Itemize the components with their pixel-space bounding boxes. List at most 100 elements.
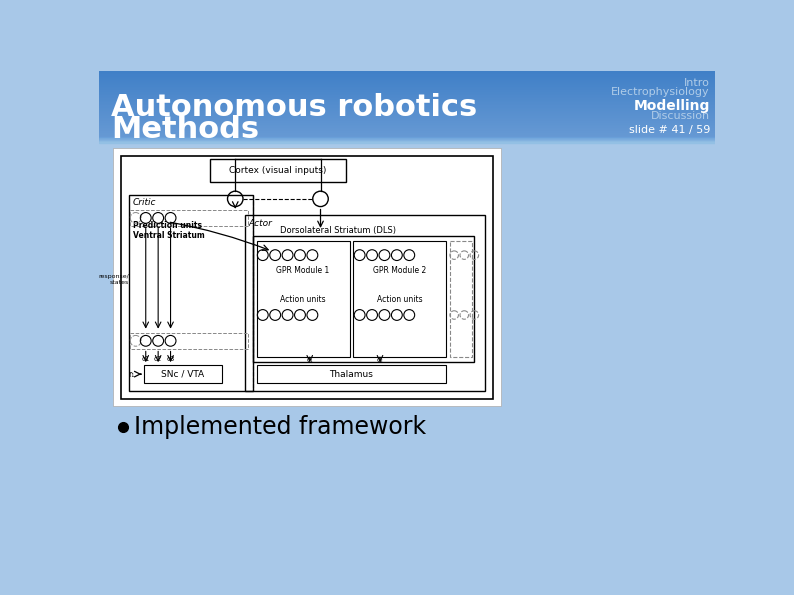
- Bar: [450, 241, 472, 358]
- Bar: [99, 73, 715, 74]
- Bar: [121, 156, 493, 399]
- Bar: [114, 148, 501, 406]
- Text: Action units: Action units: [280, 295, 326, 304]
- Bar: [99, 131, 715, 132]
- Text: Action units: Action units: [377, 295, 422, 304]
- Bar: [99, 83, 715, 84]
- Bar: [99, 72, 715, 73]
- Bar: [99, 77, 715, 79]
- Bar: [99, 95, 715, 96]
- Bar: [130, 333, 248, 349]
- Bar: [99, 90, 715, 92]
- Bar: [99, 123, 715, 124]
- Bar: [99, 116, 715, 117]
- Bar: [99, 135, 715, 136]
- Bar: [210, 159, 345, 182]
- Bar: [99, 109, 715, 110]
- Bar: [99, 139, 715, 140]
- Bar: [99, 130, 715, 131]
- Bar: [99, 85, 715, 86]
- Text: Thalamus: Thalamus: [330, 369, 373, 378]
- Bar: [99, 110, 715, 111]
- Bar: [256, 365, 446, 383]
- Text: Prediction units
Ventral Striatum: Prediction units Ventral Striatum: [133, 221, 204, 240]
- Bar: [145, 365, 222, 383]
- Text: Critic: Critic: [133, 198, 156, 207]
- Bar: [99, 96, 715, 97]
- Text: Autonomous robotics: Autonomous robotics: [111, 93, 477, 122]
- Bar: [99, 82, 715, 83]
- Bar: [99, 100, 715, 101]
- Bar: [99, 99, 715, 100]
- Bar: [99, 137, 715, 139]
- Bar: [99, 115, 715, 116]
- Text: slide # 41 / 59: slide # 41 / 59: [629, 126, 710, 135]
- Bar: [99, 101, 715, 102]
- Bar: [99, 76, 715, 77]
- Bar: [99, 81, 715, 82]
- Bar: [99, 89, 715, 90]
- Text: Implemented framework: Implemented framework: [134, 415, 426, 439]
- Bar: [99, 88, 715, 89]
- Bar: [99, 132, 715, 133]
- Bar: [99, 94, 715, 95]
- Bar: [99, 129, 715, 130]
- Bar: [99, 113, 715, 114]
- Bar: [99, 126, 715, 127]
- Text: Modelling: Modelling: [634, 99, 710, 113]
- Text: GPR Module 1: GPR Module 1: [276, 266, 330, 275]
- Bar: [99, 74, 715, 75]
- Text: Actor: Actor: [249, 218, 272, 227]
- Text: Dorsolateral Striatum (DLS): Dorsolateral Striatum (DLS): [280, 226, 396, 235]
- Bar: [99, 122, 715, 123]
- Text: Discussion: Discussion: [651, 111, 710, 121]
- Bar: [99, 106, 715, 107]
- Text: Electrophysiology: Electrophysiology: [611, 87, 710, 97]
- Bar: [99, 112, 715, 113]
- Bar: [99, 114, 715, 115]
- Bar: [99, 136, 715, 137]
- Bar: [99, 79, 715, 80]
- Text: Intro: Intro: [684, 77, 710, 87]
- Bar: [99, 84, 715, 85]
- Text: Cortex (visual inputs): Cortex (visual inputs): [229, 166, 326, 175]
- Bar: [245, 215, 485, 391]
- Text: GPR Module 2: GPR Module 2: [373, 266, 426, 275]
- Bar: [99, 87, 715, 88]
- Bar: [99, 111, 715, 112]
- Bar: [99, 104, 715, 105]
- Bar: [99, 127, 715, 129]
- Bar: [99, 119, 715, 120]
- Bar: [99, 103, 715, 104]
- Bar: [99, 143, 715, 530]
- Bar: [99, 142, 715, 143]
- Bar: [99, 124, 715, 126]
- Bar: [99, 80, 715, 81]
- Bar: [99, 108, 715, 109]
- Bar: [353, 241, 446, 358]
- Bar: [99, 98, 715, 99]
- Bar: [99, 121, 715, 122]
- Bar: [99, 118, 715, 119]
- Bar: [99, 93, 715, 94]
- Bar: [256, 241, 349, 358]
- Text: response/
states: response/ states: [98, 274, 129, 285]
- Bar: [99, 117, 715, 118]
- Text: Methods: Methods: [111, 114, 259, 143]
- Bar: [99, 75, 715, 76]
- Text: c₂: c₂: [376, 357, 384, 363]
- Bar: [99, 92, 715, 93]
- Bar: [130, 210, 248, 226]
- Bar: [129, 195, 252, 391]
- Text: r₁: r₁: [129, 369, 135, 378]
- Bar: [99, 86, 715, 87]
- Bar: [99, 133, 715, 134]
- Bar: [99, 105, 715, 106]
- Bar: [99, 120, 715, 121]
- Text: c2: c2: [154, 356, 162, 362]
- Text: c3: c3: [167, 356, 175, 362]
- Bar: [99, 71, 715, 72]
- Bar: [99, 97, 715, 98]
- Bar: [99, 107, 715, 108]
- Text: c1: c1: [141, 356, 150, 362]
